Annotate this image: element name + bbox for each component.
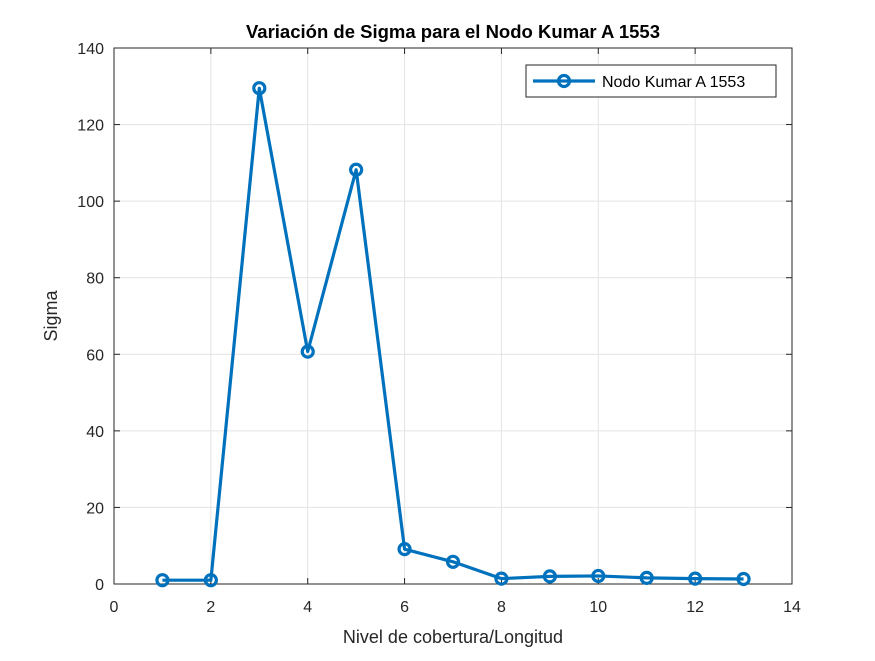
- data-point: [639, 570, 654, 585]
- legend: Nodo Kumar A 1553: [525, 64, 777, 98]
- data-point: [688, 571, 703, 586]
- series-line: [162, 86, 744, 582]
- plot-area: [113, 47, 793, 585]
- y-tick-label: 20: [86, 500, 104, 517]
- x-tick-label: 14: [783, 599, 801, 616]
- data-point: [397, 542, 412, 557]
- x-tick-label: 6: [400, 599, 409, 616]
- x-tick-label: 10: [589, 599, 607, 616]
- series-layer: [155, 81, 751, 588]
- y-axis-label: Sigma: [41, 290, 61, 342]
- y-tick-label: 80: [86, 271, 104, 288]
- data-point: [591, 568, 606, 584]
- data-point: [349, 162, 364, 177]
- legend-label: Nodo Kumar A 1553: [602, 74, 745, 91]
- y-tick-label: 120: [77, 118, 104, 135]
- x-axis-label: Nivel de cobertura/Longitud: [343, 627, 563, 647]
- data-point: [252, 81, 267, 96]
- x-tick-label: 12: [686, 599, 704, 616]
- data-point: [300, 344, 315, 359]
- y-tick-label: 60: [86, 347, 104, 364]
- data-point: [445, 554, 461, 569]
- data-point: [203, 573, 218, 588]
- legend-marker: [556, 73, 572, 89]
- chart-title: Variación de Sigma para el Nodo Kumar A …: [246, 21, 660, 42]
- x-tick-label: 8: [497, 599, 506, 616]
- x-tick-label: 0: [110, 599, 119, 616]
- y-tick-label: 0: [95, 577, 104, 594]
- x-tick-label: 2: [206, 599, 215, 616]
- y-tick-label: 140: [77, 41, 104, 58]
- data-point: [542, 569, 557, 584]
- data-point: [736, 571, 751, 587]
- y-tick-label: 100: [77, 194, 104, 211]
- data-point: [155, 573, 170, 588]
- data-point: [494, 571, 509, 586]
- y-tick-label: 40: [86, 424, 104, 441]
- x-tick-label: 4: [303, 599, 312, 616]
